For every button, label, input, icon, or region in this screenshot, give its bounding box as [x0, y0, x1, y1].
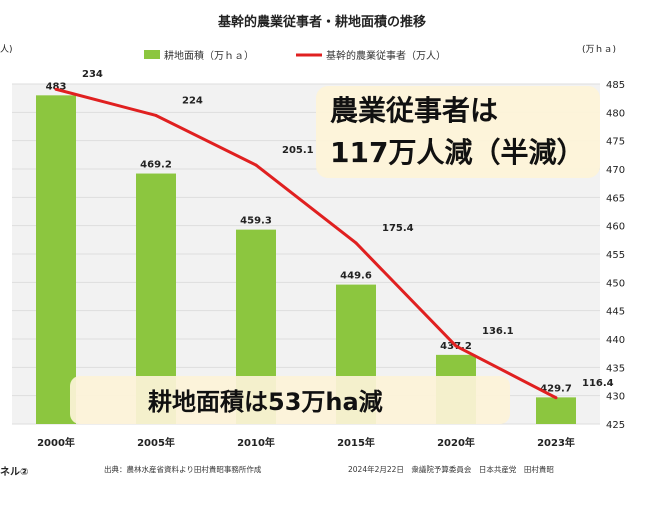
farmland-callout-text: 耕地面積は53万ha減: [148, 388, 383, 416]
category-label: 2015年: [337, 436, 375, 449]
line-series: [54, 87, 558, 400]
farmland-bar-label: 469.2: [140, 160, 172, 171]
legend-label-farmland: 耕地面積（万ｈａ）: [164, 49, 254, 62]
category-labels: 2000年 2005年 2010年 2015年 2020年 2023年: [37, 436, 575, 449]
workers-line: [55, 87, 557, 400]
workers-point: [254, 163, 258, 167]
workers-point-label: 224: [182, 95, 203, 106]
right-axis-tick-label: 460: [606, 222, 625, 233]
farmland-bar-label: 429.7: [540, 383, 572, 394]
category-label: 2000年: [37, 436, 75, 449]
gridlines: [12, 83, 600, 425]
right-axis-tick-label: 440: [606, 335, 625, 346]
right-axis-tick-label: 475: [606, 137, 625, 148]
farmland-bar-label: 449.6: [340, 271, 372, 282]
workers-point-label: 175.4: [382, 223, 414, 234]
workers-point-label: 116.4: [582, 378, 614, 389]
right-axis-tick-label: 485: [606, 80, 625, 91]
category-label: 2023年: [537, 436, 575, 449]
left-axis-unit: 人): [0, 44, 13, 55]
footer-meeting: 2024年2月22日 衆議院予算委員会 日本共産党 田村貴昭: [348, 464, 554, 474]
workers-callout: 農業従事者は 117万人減（半減）: [316, 86, 600, 178]
workers-point: [354, 241, 358, 245]
right-axis-tick-label: 470: [606, 165, 625, 176]
right-axis-tick-label: 435: [606, 363, 625, 374]
category-label: 2020年: [437, 436, 475, 449]
right-axis-tick-label: 450: [606, 278, 625, 289]
footer-panel-label: ネル②: [0, 466, 28, 478]
farmland-bar: [36, 95, 76, 424]
category-label: 2010年: [237, 436, 275, 449]
workers-point: [554, 396, 558, 400]
farmland-callout-box: [70, 376, 510, 424]
right-axis-tick-label: 465: [606, 193, 625, 204]
farmland-bar-label: 483: [46, 81, 67, 92]
farmland-bar: [536, 397, 576, 424]
right-axis-tick-label: 425: [606, 420, 625, 431]
category-label: 2005年: [137, 436, 175, 449]
workers-point-label: 234: [82, 69, 103, 80]
workers-point: [54, 87, 58, 91]
right-axis-tick-label: 480: [606, 108, 625, 119]
workers-point-label: 136.1: [482, 326, 514, 337]
legend-swatch-farmland: [144, 50, 160, 59]
right-axis-ticks: 485 480 475 470 465 460 455 450 445 440 435 430 425: [606, 80, 625, 431]
chart-title: 基幹的農業従事者・耕地面積の推移: [217, 14, 426, 30]
right-axis-tick-label: 455: [606, 250, 625, 261]
legend: 耕地面積（万ｈａ） 基幹的農業従事者（万人）: [144, 49, 446, 62]
right-axis-tick-label: 445: [606, 307, 625, 318]
workers-point: [154, 113, 158, 117]
workers-point: [454, 344, 458, 348]
workers-point-label: 205.1: [282, 145, 314, 156]
line-labels: 234 224 205.1 175.4 136.1 116.4: [82, 69, 614, 389]
workers-callout-line2: 117万人減（半減）: [330, 136, 584, 169]
farmland-bar-label: 459.3: [240, 216, 272, 227]
right-axis-unit: (万ｈａ): [582, 44, 616, 55]
footer-source: 出典：農林水産省資料より田村貴昭事務所作成: [104, 464, 262, 474]
workers-callout-line1: 農業従事者は: [330, 94, 498, 127]
legend-label-workers: 基幹的農業従事者（万人）: [326, 49, 446, 62]
farmland-callout: 耕地面積は53万ha減: [70, 376, 510, 424]
right-axis-tick-label: 430: [606, 392, 625, 403]
workers-callout-box: [316, 86, 600, 178]
